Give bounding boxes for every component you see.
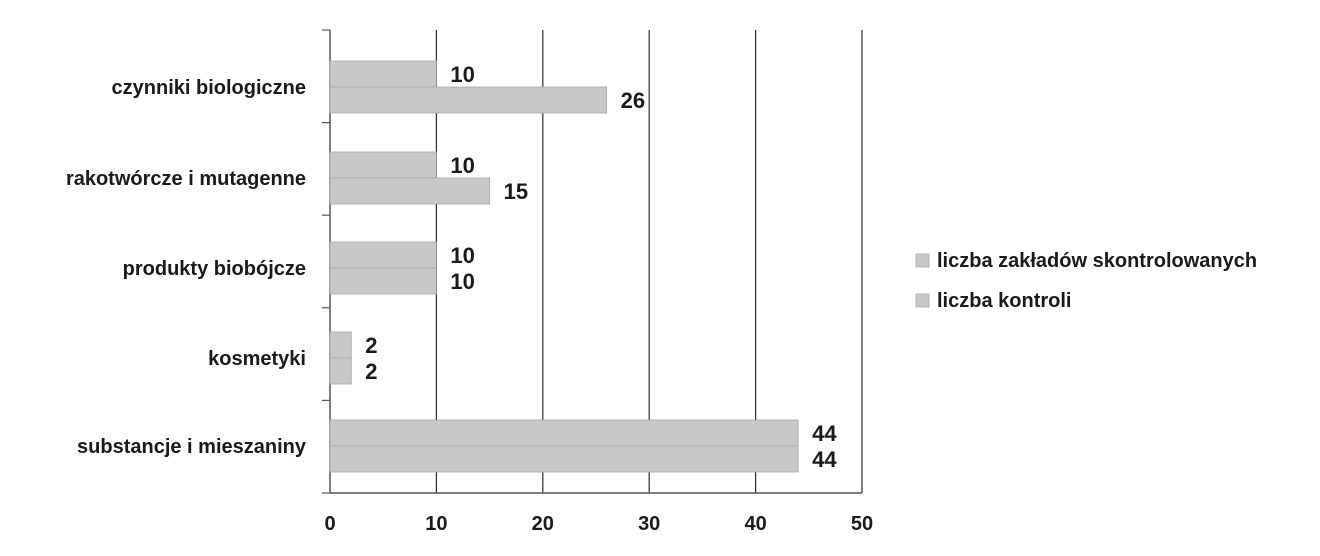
x-tick-label: 0 [324,513,335,535]
bar-zaklady [329,419,799,447]
data-label: 10 [450,269,474,294]
legend-swatch [915,293,930,308]
data-label: 10 [450,153,474,178]
category-label: czynniki biologiczne [112,77,306,99]
data-label: 44 [812,421,837,446]
data-label: 2 [365,359,377,384]
x-tick-label: 30 [638,513,660,535]
bar-zaklady [329,241,437,269]
x-tick-label: 20 [532,513,554,535]
legend-swatch [915,253,930,268]
category-label: kosmetyki [208,348,306,370]
data-label: 10 [450,243,474,268]
bar-zaklady [329,331,352,359]
data-label: 26 [621,88,645,113]
data-label: 15 [504,179,528,204]
category-label: produkty biobójcze [123,258,306,280]
data-label: 2 [365,333,377,358]
legend-label: liczba kontroli [937,290,1071,312]
x-tick-label: 50 [851,513,873,535]
data-label: 44 [812,447,837,472]
bar-zaklady [329,60,437,88]
bar-kontrole [329,86,608,114]
x-tick-label: 40 [744,513,766,535]
bar-kontrole [329,445,799,473]
data-label: 10 [450,62,474,87]
x-tick-label: 10 [425,513,447,535]
bar-kontrole [329,177,491,205]
bar-kontrole [329,267,437,295]
bar-kontrole [329,357,352,385]
category-label: rakotwórcze i mutagenne [66,168,306,190]
bar-zaklady [329,151,437,179]
category-label: substancje i mieszaniny [77,436,307,458]
legend-label: liczba zakładów skontrolowanych [937,250,1257,272]
